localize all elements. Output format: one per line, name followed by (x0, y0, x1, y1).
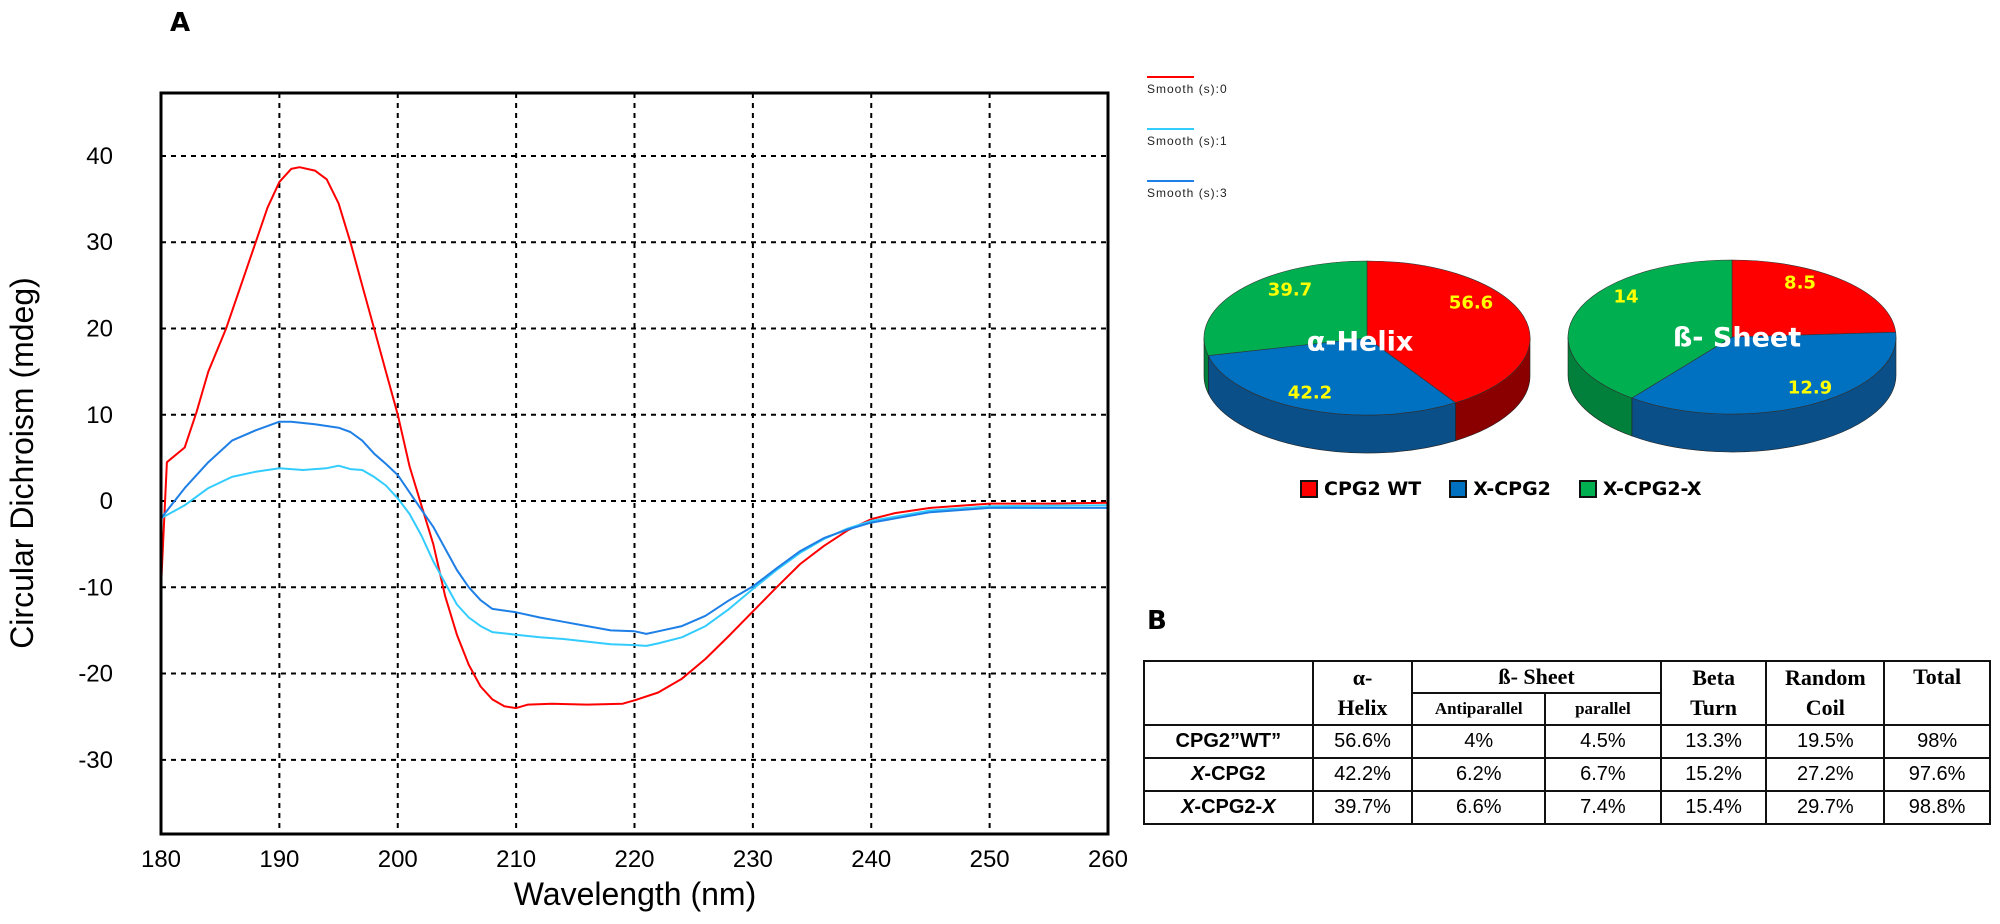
y-tick-label: -10 (78, 574, 113, 601)
x-tick-label: 250 (970, 846, 1010, 873)
header-turn: Beta Turn (1659, 660, 1768, 726)
legend-label: CPG2 WT (1324, 478, 1422, 500)
y-tick-label: 0 (100, 488, 113, 515)
cd-y-axis-label: Circular Dichroism (mdeg) (4, 277, 40, 649)
cd-x-axis-label: Wavelength (nm) (514, 876, 756, 912)
pie-alpha-title: α-Helix (1306, 326, 1414, 358)
x-tick-label: 220 (614, 846, 654, 873)
legend-label: Smooth (s):1 (1147, 134, 1228, 148)
y-tick-label: 30 (86, 229, 113, 256)
legend-item-smooth-3: Smooth (s):3 (1147, 180, 1228, 200)
pie-beta-title: ß- Sheet (1672, 322, 1802, 354)
cd-series (160, 166, 1109, 710)
cd-grid (161, 93, 1108, 834)
legend-swatch (1147, 76, 1194, 78)
legend-swatch (1147, 180, 1194, 182)
cell-total: 98% (1883, 724, 1991, 759)
legend-swatch (1300, 480, 1318, 498)
cell-turn: 15.4% (1659, 790, 1768, 825)
table-subheader-row: Antiparallel parallel (1144, 692, 1990, 726)
header-helix: α- Helix (1311, 660, 1414, 726)
cell-parallel: 4.5% (1544, 724, 1662, 759)
header-total: Total (1883, 660, 1991, 726)
cd-series-line-2 (160, 420, 1108, 635)
x-tick-label: 210 (496, 846, 536, 873)
cell-total: 98.8% (1883, 790, 1991, 825)
cell-coil: 29.7% (1765, 790, 1886, 825)
cell-parallel: 6.7% (1544, 757, 1662, 792)
pie-alpha-slice-0 (1366, 260, 1531, 404)
cd-series-line-1 (160, 464, 1109, 647)
pie-beta-slice-0 (1731, 259, 1897, 338)
pie-legend-item-x-cpg2: X-CPG2 (1449, 478, 1551, 500)
cell-antiparallel: 6.6% (1411, 790, 1547, 825)
y-tick-label: 10 (86, 402, 113, 429)
y-tick-label: -20 (78, 661, 113, 688)
cell-turn: 13.3% (1659, 724, 1768, 759)
legend-label: X-CPG2 (1473, 478, 1551, 500)
y-tick-label: 40 (86, 143, 113, 170)
cell-coil: 19.5% (1765, 724, 1886, 759)
row-label: X-CPG2 (1143, 757, 1314, 792)
pie-legend: CPG2 WT X-CPG2 X-CPG2-X (1300, 478, 1702, 500)
pie-beta-label-red: 8.5 (1784, 272, 1816, 294)
cell-coil: 27.2% (1765, 757, 1886, 792)
table-corner-cell (1143, 660, 1314, 726)
header-coil: Random Coil (1765, 660, 1886, 726)
pie-alpha-helix (1203, 260, 1531, 454)
x-tick-label: 180 (141, 846, 181, 873)
x-tick-label: 260 (1088, 846, 1128, 873)
pie-legend-item-wt: CPG2 WT (1300, 478, 1421, 500)
cell-helix: 42.2% (1311, 757, 1414, 792)
x-tick-label: 240 (851, 846, 891, 873)
pie-beta-slice-2 (1567, 259, 1733, 399)
pie-alpha-slice-2 (1203, 260, 1368, 356)
pie-alpha-slice-1 (1207, 337, 1457, 416)
x-tick-label: 200 (378, 846, 418, 873)
header-antiparallel: Antiparallel (1411, 692, 1547, 726)
table-row: X-CPG2-X 39.7% 6.6% 7.4% 15.4% 29.7% 98.… (1143, 790, 1991, 825)
y-tick-label: -30 (78, 747, 113, 774)
cd-plot-frame (159, 91, 1110, 836)
legend-swatch (1578, 480, 1597, 498)
table-row: X-CPG2 42.2% 6.2% 6.7% 15.2% 27.2% 97.6% (1143, 757, 1991, 792)
cell-antiparallel: 6.2% (1411, 757, 1547, 792)
legend-item-smooth-1: Smooth (s):1 (1147, 128, 1228, 148)
legend-label: Smooth (s):3 (1147, 186, 1228, 200)
x-tick-label: 230 (733, 846, 773, 873)
legend-item-smooth-0: Smooth (s):0 (1147, 76, 1228, 96)
x-tick-label: 190 (259, 846, 299, 873)
row-label: X-CPG2-X (1143, 790, 1314, 825)
panel-label-b: B (1147, 606, 1167, 636)
table-row: CPG2”WT” 56.6% 4% 4.5% 13.3% 19.5% 98% (1143, 724, 1991, 759)
legend-label: Smooth (s):0 (1147, 82, 1228, 96)
secondary-structure-table: α- Helix ß- Sheet Beta Turn Random Coil Tot… (1143, 660, 1991, 825)
cell-turn: 15.2% (1659, 757, 1768, 792)
row-label: CPG2”WT” (1143, 724, 1314, 759)
cell-antiparallel: 4% (1411, 724, 1547, 759)
cd-series-line-0 (160, 166, 1109, 710)
legend-swatch (1147, 128, 1194, 130)
header-sheet: ß- Sheet (1411, 660, 1662, 694)
pie-alpha-label-green: 39.7 (1267, 279, 1313, 301)
pie-beta-sheet (1567, 259, 1897, 453)
cell-helix: 56.6% (1311, 724, 1414, 759)
cd-tick-labels: 180 190 200 210 220 230 240 250 260 -30 -20 -10 0 10 2… (78, 143, 1128, 873)
table-header-row: α- Helix ß- Sheet Beta Turn Random Coil Tot… (1143, 660, 1991, 726)
pie-beta-label-blue: 12.9 (1787, 377, 1833, 399)
y-tick-label: 20 (86, 315, 113, 342)
legend-swatch (1449, 480, 1468, 498)
header-parallel: parallel (1544, 692, 1662, 726)
panel-label-a: A (170, 8, 191, 38)
pie-alpha-label-red: 56.6 (1448, 292, 1494, 314)
legend-label: X-CPG2-X (1602, 478, 1702, 500)
pie-alpha-label-blue: 42.2 (1287, 382, 1333, 404)
cell-parallel: 7.4% (1544, 790, 1662, 825)
cell-helix: 39.7% (1311, 790, 1414, 825)
pie-beta-slice-1 (1631, 331, 1897, 415)
pie-beta-label-green: 14 (1613, 286, 1639, 308)
pie-legend-item-x-cpg2-x: X-CPG2-X (1578, 478, 1702, 500)
cell-total: 97.6% (1883, 757, 1991, 792)
